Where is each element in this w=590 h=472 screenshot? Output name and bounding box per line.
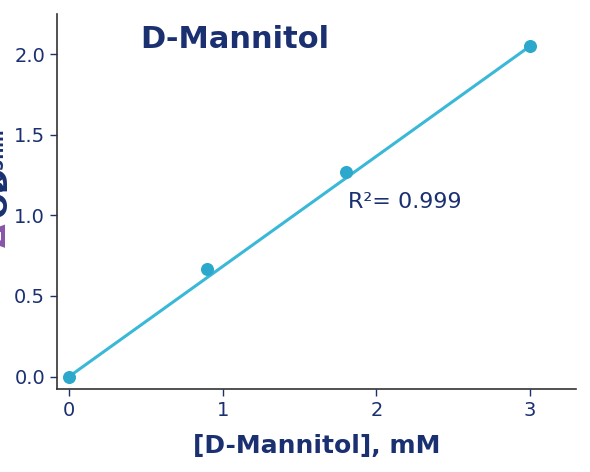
Text: R²= 0.999: R²= 0.999 [348, 192, 461, 211]
Point [525, 42, 535, 50]
Text: D-Mannitol: D-Mannitol [140, 25, 329, 54]
Text: OD: OD [0, 166, 12, 218]
X-axis label: [D-Mannitol], mM: [D-Mannitol], mM [193, 434, 440, 458]
Text: 565nm: 565nm [0, 127, 7, 191]
Point [341, 168, 350, 176]
Point [64, 373, 74, 380]
Text: Δ: Δ [0, 223, 12, 246]
Point [202, 265, 212, 272]
